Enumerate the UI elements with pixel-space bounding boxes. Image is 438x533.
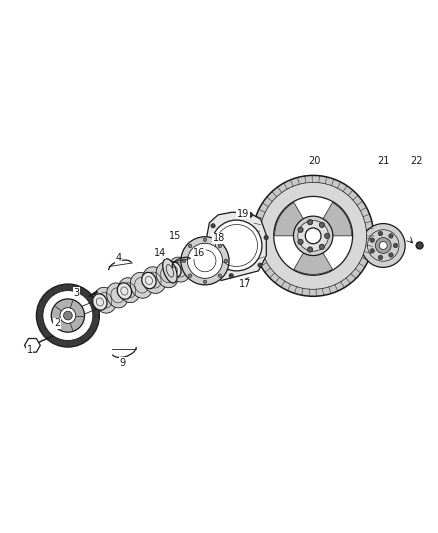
Ellipse shape <box>167 262 181 278</box>
Ellipse shape <box>245 212 252 217</box>
Circle shape <box>203 238 207 241</box>
Circle shape <box>378 231 383 236</box>
Ellipse shape <box>130 272 153 298</box>
Ellipse shape <box>163 259 177 283</box>
Circle shape <box>298 227 303 232</box>
Circle shape <box>319 222 325 228</box>
Circle shape <box>389 234 393 238</box>
Circle shape <box>188 274 192 277</box>
Circle shape <box>218 244 222 248</box>
Circle shape <box>211 223 215 228</box>
Ellipse shape <box>94 287 117 313</box>
Ellipse shape <box>106 283 128 308</box>
Text: 21: 21 <box>377 156 389 166</box>
Circle shape <box>260 182 367 289</box>
Circle shape <box>211 220 262 271</box>
Circle shape <box>224 259 228 263</box>
Circle shape <box>229 273 233 278</box>
Polygon shape <box>207 212 266 280</box>
Circle shape <box>361 223 405 268</box>
Wedge shape <box>294 251 332 274</box>
Ellipse shape <box>156 262 179 288</box>
Circle shape <box>389 253 393 257</box>
Circle shape <box>208 259 212 263</box>
Text: 20: 20 <box>308 156 321 166</box>
Wedge shape <box>321 203 352 236</box>
Circle shape <box>375 238 391 253</box>
Text: 2: 2 <box>54 318 60 328</box>
Circle shape <box>182 259 186 263</box>
Circle shape <box>319 244 325 249</box>
Text: 19: 19 <box>237 209 249 219</box>
Circle shape <box>203 280 207 284</box>
Circle shape <box>264 236 268 240</box>
Circle shape <box>393 243 398 248</box>
Text: 14: 14 <box>154 248 166 259</box>
Text: 9: 9 <box>120 358 126 368</box>
Text: 1: 1 <box>27 345 33 355</box>
Ellipse shape <box>117 283 131 299</box>
Circle shape <box>298 239 303 245</box>
Circle shape <box>188 244 192 248</box>
Circle shape <box>274 197 353 275</box>
Circle shape <box>293 216 333 255</box>
Text: 18: 18 <box>213 233 225 243</box>
Circle shape <box>36 284 99 347</box>
Circle shape <box>305 228 321 244</box>
Circle shape <box>258 263 262 268</box>
Circle shape <box>370 249 374 253</box>
Ellipse shape <box>118 278 140 303</box>
Circle shape <box>378 255 383 260</box>
Circle shape <box>64 311 72 320</box>
Circle shape <box>187 243 223 278</box>
Circle shape <box>379 241 387 249</box>
Text: 3: 3 <box>74 288 80 298</box>
Circle shape <box>298 221 328 251</box>
Circle shape <box>218 274 222 277</box>
Ellipse shape <box>416 242 423 249</box>
Circle shape <box>325 233 330 238</box>
Circle shape <box>43 290 93 341</box>
Text: 16: 16 <box>193 248 205 259</box>
Ellipse shape <box>169 257 191 282</box>
Text: 17: 17 <box>239 279 251 289</box>
Ellipse shape <box>142 272 156 289</box>
Ellipse shape <box>142 266 166 294</box>
Circle shape <box>181 237 229 285</box>
Text: 15: 15 <box>169 231 181 241</box>
Ellipse shape <box>93 294 107 310</box>
Circle shape <box>370 238 374 243</box>
Wedge shape <box>275 203 305 236</box>
Text: 4: 4 <box>115 253 121 263</box>
Circle shape <box>307 247 313 252</box>
Circle shape <box>51 299 85 332</box>
Circle shape <box>60 308 76 324</box>
Circle shape <box>307 220 313 225</box>
Text: 22: 22 <box>410 156 422 166</box>
Circle shape <box>253 175 374 296</box>
Circle shape <box>242 214 247 218</box>
